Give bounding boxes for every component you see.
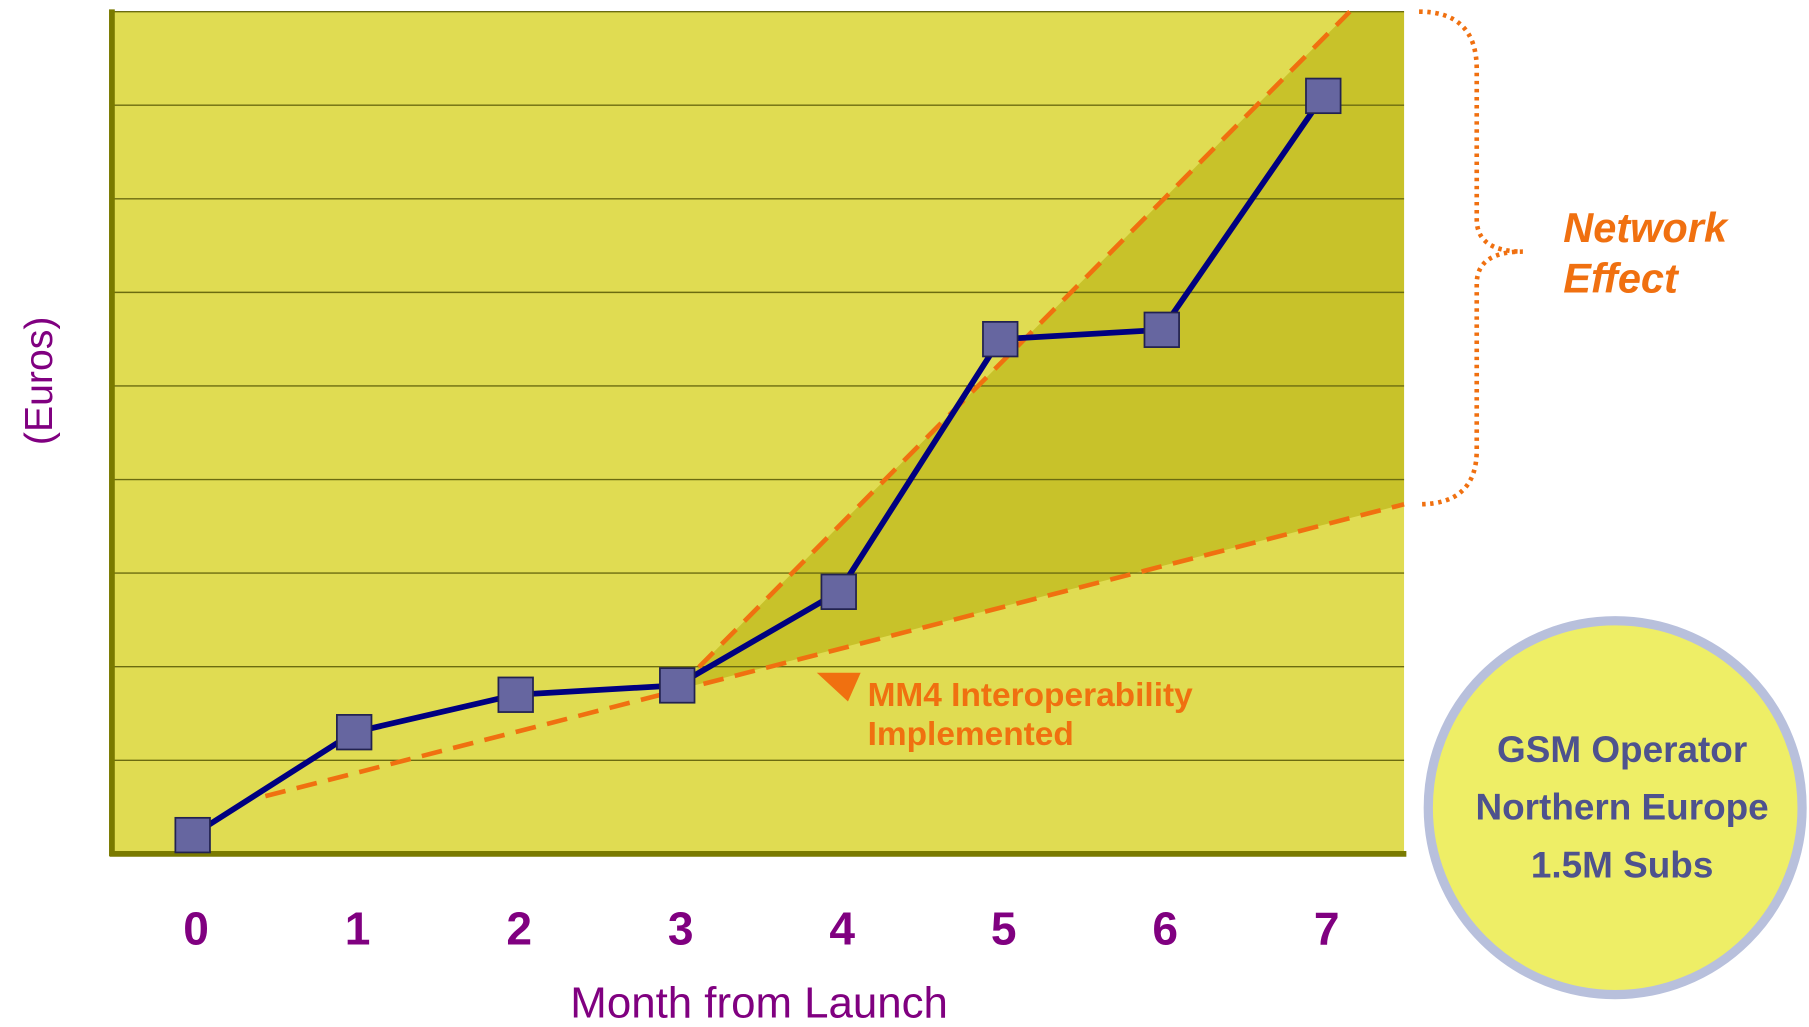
x-tick-label: 0: [183, 902, 209, 954]
x-tick-label: 3: [668, 902, 694, 954]
badge: [1423, 616, 1807, 1000]
marker: [659, 667, 696, 704]
marker: [174, 816, 211, 854]
annotation-arrow: [816, 672, 861, 702]
x-tick-label: 1: [345, 902, 371, 954]
x-tick-label: 2: [506, 902, 532, 954]
marker: [1143, 311, 1180, 348]
lower-trend: [264, 502, 1405, 799]
marker: [982, 320, 1019, 358]
badge-text: 1.5M Subs: [1531, 844, 1714, 885]
x-tick-label: 6: [1152, 902, 1178, 954]
x-tick-label: 5: [991, 902, 1017, 954]
badge-text: GSM Operator: [1497, 729, 1747, 770]
marker: [497, 676, 534, 713]
annotation: MM4 Interoperability: [868, 677, 1194, 714]
marker: [820, 573, 857, 610]
data-line: [191, 94, 1326, 838]
marker: [1305, 77, 1342, 115]
marker: [336, 714, 373, 751]
bracket-label: Network: [1563, 204, 1729, 251]
bracket: [1419, 9, 1523, 507]
y-axis-title: (Euros): [17, 317, 61, 446]
annotation: Implemented: [868, 716, 1074, 753]
x-axis-title: Month from Launch: [570, 979, 948, 1027]
badge-text: Northern Europe: [1475, 787, 1768, 828]
x-tick-label: 4: [829, 902, 855, 954]
network-effect-area: [676, 11, 1405, 691]
x-tick-label: 7: [1314, 902, 1340, 954]
bracket-label: Effect: [1563, 255, 1680, 302]
